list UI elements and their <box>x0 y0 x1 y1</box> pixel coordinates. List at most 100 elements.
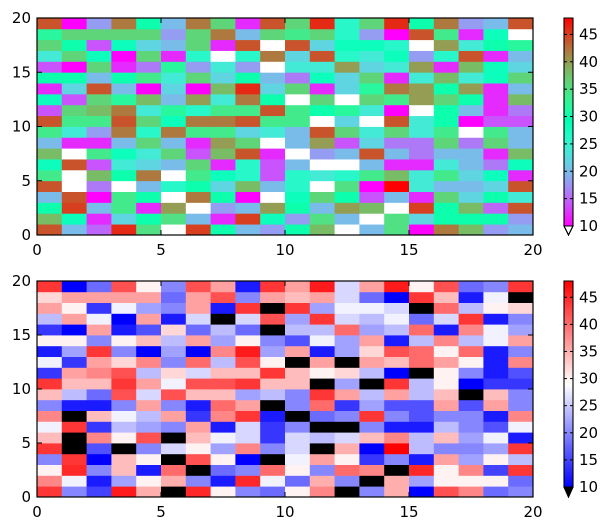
heatmap-cell <box>433 486 459 498</box>
heatmap-cell <box>37 367 63 379</box>
heatmap-cell <box>309 356 335 368</box>
heatmap-cell <box>260 281 286 293</box>
heatmap-cell <box>483 18 509 30</box>
heatmap-cell <box>458 39 484 51</box>
heatmap-cell <box>61 324 87 336</box>
heatmap-cell <box>37 378 63 390</box>
heatmap-cell <box>458 83 484 95</box>
heatmap-cell <box>508 410 534 422</box>
heatmap-cell <box>409 137 435 149</box>
heatmap-cell <box>61 345 87 357</box>
heatmap-cell <box>235 28 261 41</box>
heatmap-cell <box>384 169 410 182</box>
heatmap-cell <box>136 302 162 314</box>
heatmap-cell <box>185 378 211 390</box>
heatmap-cell <box>384 399 410 411</box>
heatmap-cell <box>210 464 236 476</box>
heatmap-cell <box>136 169 162 182</box>
heatmap-cell <box>409 126 435 138</box>
heatmap-cell <box>235 191 261 203</box>
heatmap-cell <box>185 104 211 117</box>
heatmap-cell <box>334 443 360 455</box>
heatmap-cell <box>111 137 137 149</box>
heatmap-cell <box>409 399 435 411</box>
heatmap-cell <box>508 202 534 214</box>
heatmap-cell <box>161 313 187 325</box>
heatmap-cell <box>309 291 335 303</box>
heatmap-cell <box>235 159 261 171</box>
heatmap-cell <box>384 61 410 73</box>
heatmap-bottom-y-ticks: 0 5 10 15 20 <box>12 272 533 506</box>
heatmap-cell <box>458 191 484 203</box>
heatmap-cell <box>235 378 261 390</box>
heatmap-cell <box>111 169 137 182</box>
heatmap-cell <box>86 224 112 236</box>
heatmap-cell <box>37 169 63 182</box>
heatmap-cell <box>508 313 534 325</box>
heatmap-cell <box>359 281 385 293</box>
heatmap-cell <box>409 367 435 379</box>
heatmap-cell <box>384 159 410 171</box>
heatmap-cell <box>161 72 187 84</box>
heatmap-cell <box>161 281 187 293</box>
heatmap-cell <box>409 39 435 51</box>
heatmap-cell <box>409 464 435 476</box>
heatmap-cell <box>309 93 335 106</box>
heatmap-cell <box>483 61 509 73</box>
heatmap-cell <box>161 464 187 476</box>
heatmap-cell <box>37 324 63 336</box>
heatmap-cell <box>61 281 87 293</box>
heatmap-cell <box>309 367 335 379</box>
heatmap-cell <box>359 389 385 401</box>
heatmap-cell <box>260 180 286 192</box>
heatmap-cell <box>384 18 410 30</box>
heatmap-top-x-ticks: 0 5 10 15 20 <box>32 18 543 259</box>
heatmap-cell <box>359 224 385 236</box>
heatmap-cell <box>86 443 112 455</box>
heatmap-cell <box>285 281 311 293</box>
heatmap-cell <box>260 50 286 62</box>
heatmap-cell <box>185 345 211 357</box>
heatmap-cell <box>433 224 459 236</box>
heatmap-cell <box>285 432 311 444</box>
heatmap-cell <box>111 453 137 465</box>
heatmap-cell <box>384 443 410 455</box>
heatmap-cell <box>136 291 162 303</box>
heatmap-cell <box>260 213 286 225</box>
heatmap-cell <box>334 93 360 106</box>
heatmap-cell <box>136 324 162 336</box>
heatmap-cell <box>136 399 162 411</box>
heatmap-cell <box>260 126 286 138</box>
heatmap-cell <box>359 148 385 160</box>
heatmap-cell <box>136 453 162 465</box>
heatmap-cell <box>37 180 63 192</box>
heatmap-cell <box>409 83 435 95</box>
heatmap-cell <box>260 443 286 455</box>
heatmap-cell <box>433 453 459 465</box>
heatmap-cell <box>384 213 410 225</box>
heatmap-cell <box>210 367 236 379</box>
heatmap-cell <box>458 389 484 401</box>
heatmap-cell <box>185 18 211 30</box>
heatmap-cell <box>86 313 112 325</box>
heatmap-cell <box>334 335 360 347</box>
heatmap-cell <box>508 148 534 160</box>
heatmap-cell <box>260 224 286 236</box>
heatmap-cell <box>136 180 162 192</box>
heatmap-cell <box>433 18 459 30</box>
heatmap-cell <box>508 28 534 41</box>
heatmap-cell <box>185 50 211 62</box>
heatmap-cell <box>285 93 311 106</box>
colorbar-tick-label: 40 <box>579 315 598 333</box>
heatmap-top-cells <box>37 18 534 236</box>
heatmap-cell <box>483 335 509 347</box>
heatmap-cell <box>409 324 435 336</box>
heatmap-cell <box>161 93 187 106</box>
heatmap-cell <box>235 313 261 325</box>
heatmap-cell <box>136 191 162 203</box>
colorbar-tick-label: 15 <box>579 451 598 469</box>
heatmap-cell <box>433 115 459 127</box>
heatmap-cell <box>433 93 459 106</box>
heatmap-cell <box>285 159 311 171</box>
heatmap-cell <box>483 104 509 117</box>
